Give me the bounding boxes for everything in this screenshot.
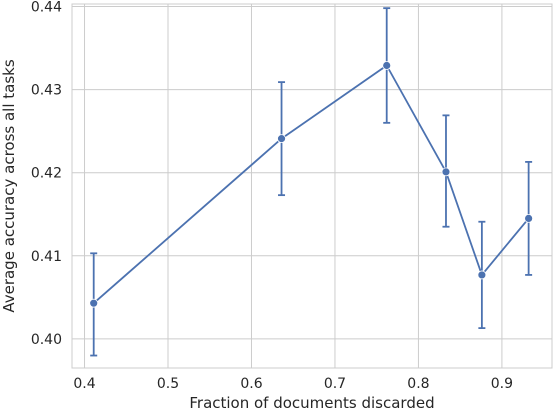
y-axis: 0.40 0.41 0.42 0.43 0.44 xyxy=(31,0,62,348)
plot-frame xyxy=(71,3,553,369)
y-tick-label: 0.44 xyxy=(31,0,62,15)
x-axis: 0.4 0.5 0.6 0.7 0.8 0.9 xyxy=(73,376,513,392)
x-tick-label: 0.7 xyxy=(324,376,346,392)
grid xyxy=(72,4,552,368)
x-tick-label: 0.5 xyxy=(157,376,179,392)
data-point xyxy=(382,61,392,70)
x-tick-label: 0.4 xyxy=(73,376,95,392)
data-point xyxy=(441,167,451,177)
data-point xyxy=(89,298,99,308)
data-point xyxy=(477,270,487,280)
x-axis-title: Fraction of documents discarded xyxy=(189,394,434,412)
y-axis-title: Average accuracy across all tasks xyxy=(0,59,18,313)
y-tick-label: 0.43 xyxy=(31,83,62,99)
series-line-path xyxy=(93,64,530,304)
data-point xyxy=(524,214,534,223)
series-line xyxy=(89,7,534,357)
x-tick-label: 0.8 xyxy=(407,376,429,392)
y-tick-label: 0.40 xyxy=(31,332,62,348)
y-tick-label: 0.41 xyxy=(31,249,62,265)
data-point xyxy=(277,134,286,144)
y-tick-label: 0.42 xyxy=(31,166,62,182)
x-tick-label: 0.6 xyxy=(240,376,262,392)
x-tick-label: 0.9 xyxy=(491,376,513,392)
